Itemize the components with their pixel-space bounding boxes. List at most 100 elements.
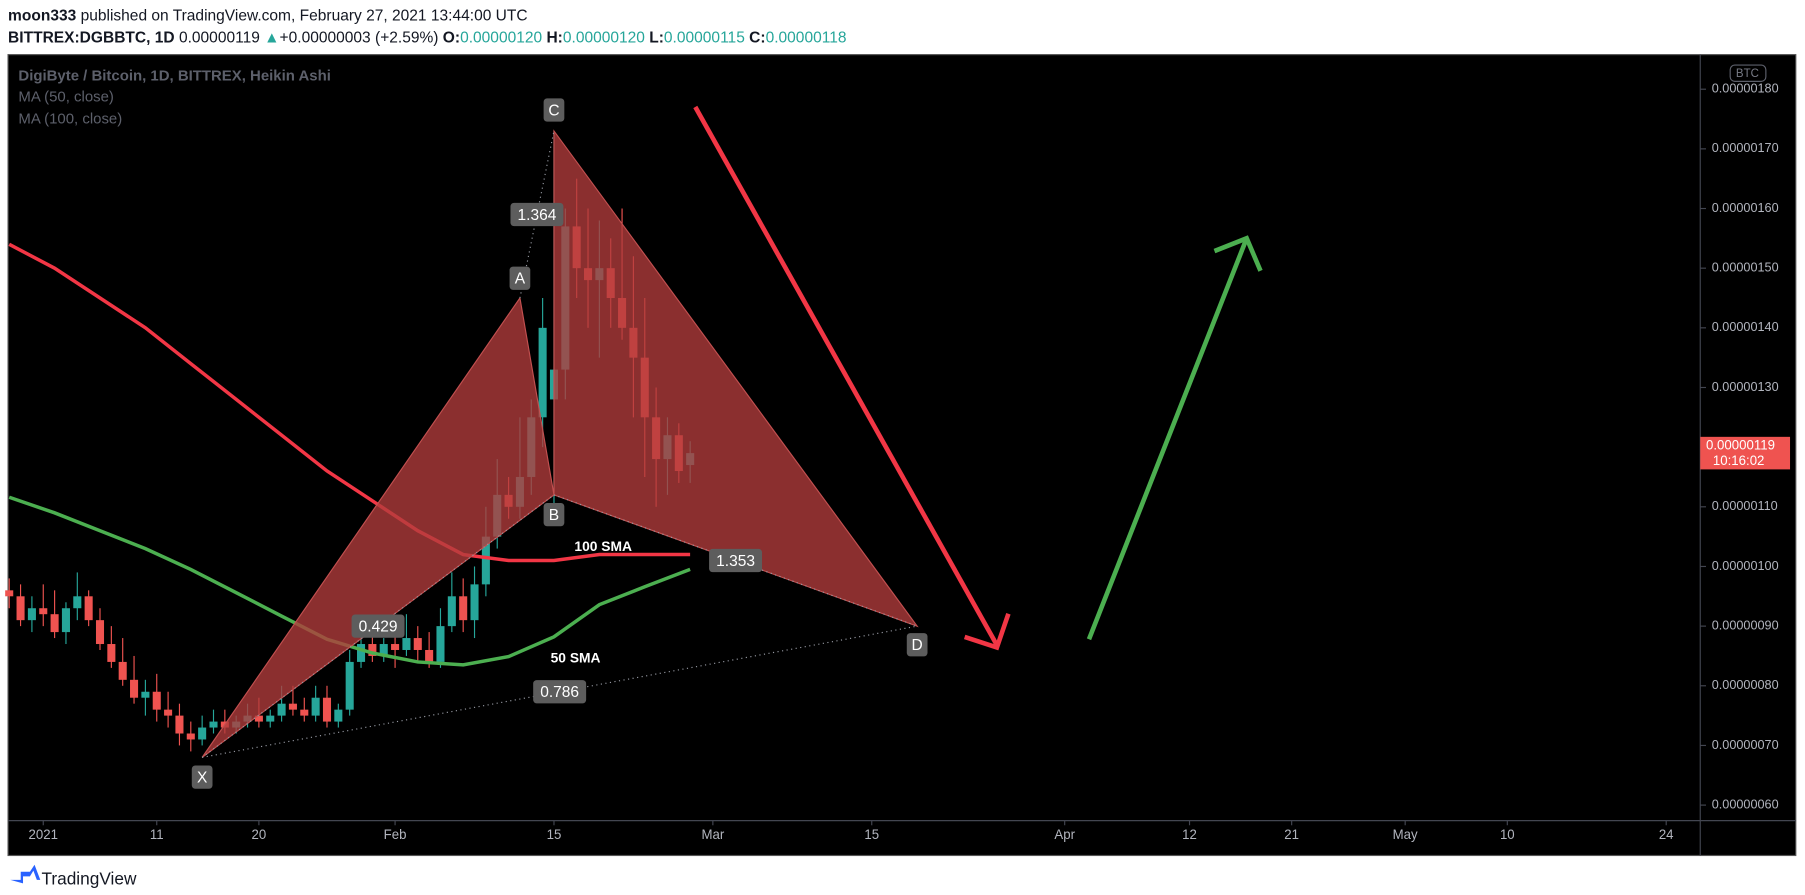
candle-body [141,691,150,698]
y-unit: BTC [1736,68,1759,80]
ohlc-value: 0.00000118 [766,29,847,46]
candle-body [130,679,139,698]
byline: moon333 published on TradingView.com, Fe… [8,7,528,24]
moving-average [8,242,691,563]
x-tick-label: 15 [864,827,879,842]
candle-body [5,590,14,597]
ohlc-label: O: [443,29,460,46]
y-tick-label: 0.00000070 [1712,737,1779,752]
brand[interactable]: TradingView [41,868,136,888]
point-label: D [912,637,923,654]
drawing-arrow-up [1086,237,1249,641]
plot: 0.00000060 0.00000070 0.00000080 0.00000090… [5,81,1791,842]
candle-body [538,327,547,418]
ohlc-value: 0.00000120 [563,29,645,46]
candle-body [391,644,400,650]
candle-body [254,715,263,722]
candle-body [379,644,388,656]
y-tick-label: 0.00000180 [1712,81,1779,96]
candle-body [118,661,127,680]
drawing-arrowhead [1213,235,1263,272]
candle-body [459,596,468,621]
candle-body [95,620,105,645]
candle-body [39,608,48,615]
last-price-label: 0.00000119 [1706,438,1775,453]
candle-body [277,703,286,716]
candle-body [447,596,456,627]
countdown: 10:16:02 [1713,453,1765,468]
candle-body [84,596,93,621]
y-tick-label: 0.00000160 [1712,200,1779,215]
point-label: X [197,769,208,786]
candle-body [175,715,184,734]
candle-body [345,661,354,710]
arrow: ▲ [264,29,279,46]
chart-title: DigiByte / Bitcoin, 1D, BITTREX, Heikin … [18,68,330,85]
x-tick-label: Feb [384,827,407,842]
candle-body [50,614,59,633]
y-tick-label: 0.00000150 [1712,259,1779,274]
candle-body [186,733,195,740]
ratio-label-box [510,202,564,227]
annotation: 100 SMA [574,538,632,554]
last: 0.00000119 [179,29,260,46]
candle-body [198,727,207,740]
candle-body [311,697,320,716]
x-tick-label: 12 [1182,827,1197,842]
point-label-box [191,765,213,789]
candle-body [334,709,343,722]
candle-body [266,715,275,722]
byline-text: published on TradingView.com, February 2… [81,7,528,24]
candle-body [368,644,377,656]
symbol: BITTREX:DGBBTC, 1D [8,29,175,46]
legend-entry: MA (50, close) [18,89,114,106]
candle-body [357,644,366,662]
ohlc-value: 0.00000120 [460,29,542,46]
unit-box [1729,64,1767,82]
brand-logo [10,864,41,884]
x-tick-label: 10 [1500,827,1515,842]
x-tick-label: 21 [1284,827,1299,842]
point-label-box [906,633,928,657]
point-label: B [549,507,559,524]
candle-body [152,691,161,710]
candle-body [61,608,70,633]
y-tick-label: 0.00000110 [1712,498,1778,513]
ratio-label: 0.786 [540,684,579,701]
candle-body [413,638,422,650]
point-label: A [515,270,526,287]
x-tick-label: 2021 [29,827,58,842]
point-label-box [543,98,565,122]
ratio-label: 1.364 [518,207,557,224]
x-tick-label: May [1393,827,1418,842]
x-tick-label: 11 [150,827,164,842]
legend-entry: MA (100, close) [18,111,122,128]
candle-body [300,709,309,716]
x-tick-label: Apr [1054,827,1075,842]
candle-body [436,626,445,662]
point-label-box [509,266,531,290]
candle-body [322,697,332,722]
y-tick-label: 0.00000140 [1712,319,1779,334]
x-tick-label: Mar [701,827,724,842]
candle-body [288,703,297,710]
y-tick-label: 0.00000080 [1712,677,1779,692]
candle-body [107,644,116,662]
y-tick-label: 0.00000060 [1712,796,1779,811]
ohlc-label: L: [649,29,664,46]
candle-body [16,596,25,621]
symbol-line: BITTREX:DGBBTC, 1D 0.00000119 ▲+0.000000… [8,29,846,46]
ratio-label-box [709,548,763,573]
candle-body [27,608,36,621]
ohlc-label: C: [749,29,765,46]
candle-body [402,638,411,650]
ratio-line [201,494,555,758]
ratio-label-box [533,680,587,704]
point-label: C [548,102,559,119]
drawing-arrowhead [963,612,1011,651]
ohlc-value: 0.00000115 [664,29,745,46]
change: +0.00000003 (+2.59%) [280,29,439,46]
ratio-label-box [351,614,405,638]
y-tick-label: 0.00000130 [1712,379,1779,394]
